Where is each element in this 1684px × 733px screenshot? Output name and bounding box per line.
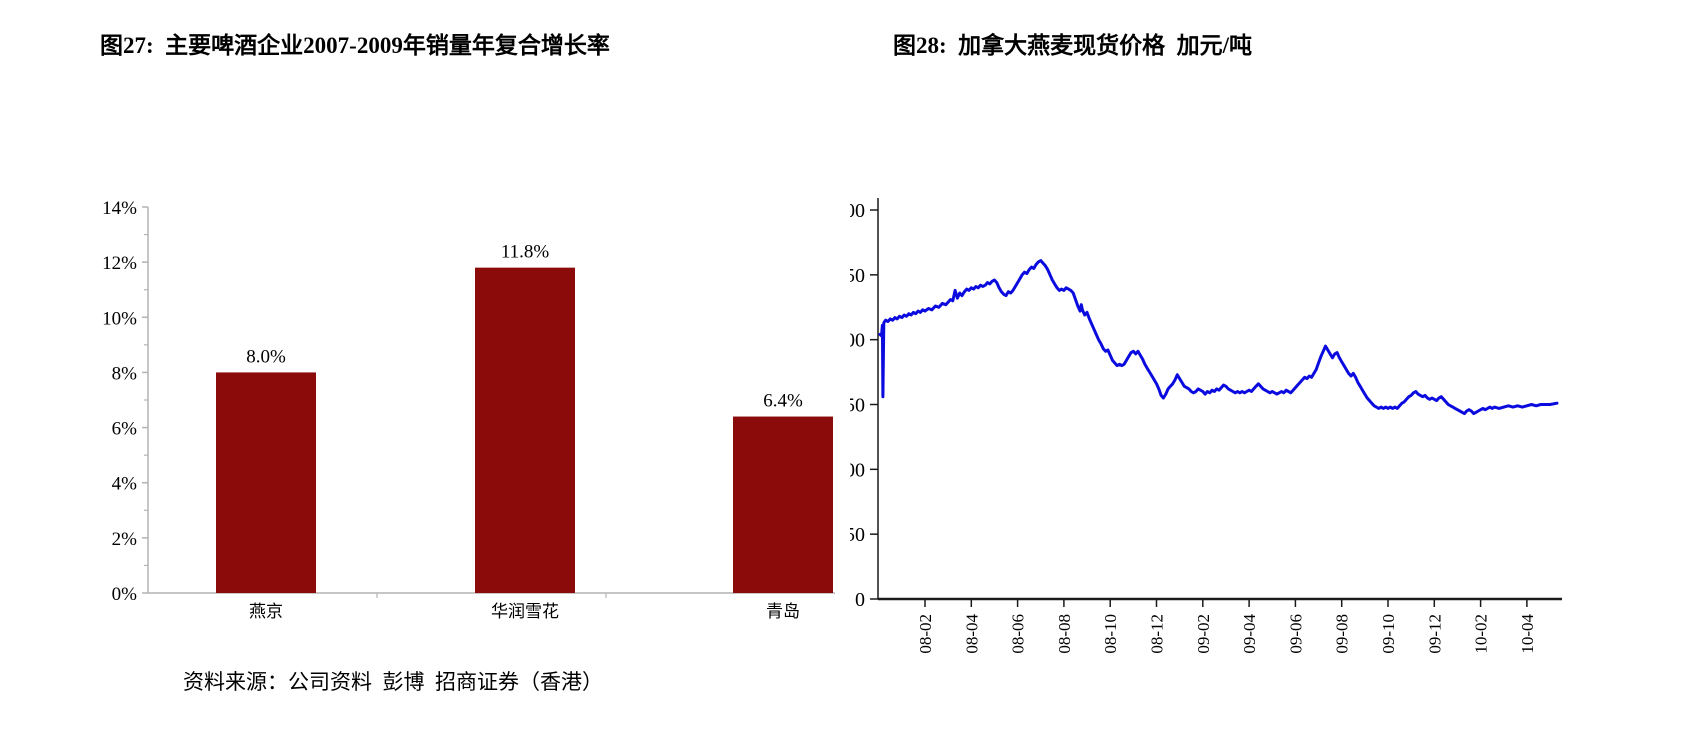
x-tick-label: 08-08 — [1055, 614, 1074, 654]
x-tick-label: 09-06 — [1286, 614, 1305, 654]
bar — [733, 416, 833, 593]
bar-value-label: 6.4% — [763, 391, 803, 412]
x-tick-label: 09-12 — [1425, 614, 1444, 654]
figure-27-title: 图27: 主要啤酒企业2007-2009年销量年复合增长率 — [100, 33, 610, 58]
x-tick-label: 08-02 — [916, 614, 935, 654]
figure-28-title: 图28: 加拿大燕麦现货价格 加元/吨 — [893, 33, 1253, 58]
bar-value-label: 8.0% — [246, 346, 286, 367]
bar-value-label: 11.8% — [501, 242, 550, 263]
y-tick-label: 100 — [850, 459, 865, 481]
y-tick-label: 10% — [102, 308, 137, 329]
x-tick-label: 09-02 — [1194, 614, 1213, 654]
category-label: 青岛 — [766, 602, 800, 621]
x-tick-label: 09-08 — [1333, 614, 1352, 654]
x-tick-label: 09-10 — [1379, 614, 1398, 654]
x-tick-label: 08-10 — [1101, 614, 1120, 654]
category-label: 华润雪花 — [491, 602, 559, 621]
y-tick-label: 200 — [850, 330, 865, 352]
y-tick-label: 14% — [102, 198, 137, 219]
beer-cagr-bar-chart: 0% 2% 4% 6% 8% 10% 12% 14% 8.0% 燕京 11.8% 华润雪花 6.4% 青岛 — [102, 198, 835, 621]
y-tick-label: 300 — [850, 200, 865, 222]
price-line — [878, 259, 1559, 416]
x-tick-label: 08-04 — [962, 614, 981, 654]
y-tick-label: 4% — [112, 474, 138, 495]
y-tick-label: 12% — [102, 253, 137, 274]
bar — [216, 372, 316, 593]
y-tick-label: 6% — [112, 419, 138, 440]
y-tick-label: 150 — [850, 395, 865, 417]
bar — [475, 267, 575, 593]
y-tick-label: 2% — [112, 529, 138, 550]
figure-27-source: 资料来源：公司资料 彭博 招商证券（香港） — [183, 670, 603, 694]
oat-price-line-chart: 0 50 100 150 200 250 300 08-02 08-04 08-06 08-08 08… — [850, 198, 1562, 654]
x-tick-label: 08-06 — [1009, 614, 1028, 654]
y-tick-label: 0 — [855, 589, 865, 611]
y-tick-label: 8% — [112, 363, 138, 384]
x-tick-label: 10-04 — [1518, 614, 1537, 654]
y-tick-label: 250 — [850, 265, 865, 287]
y-tick-label: 50 — [850, 524, 865, 546]
y-tick-label: 0% — [112, 584, 138, 605]
x-tick-label: 08-12 — [1148, 614, 1167, 654]
x-tick-label: 10-02 — [1472, 614, 1491, 654]
x-tick-label: 09-04 — [1240, 614, 1259, 654]
category-label: 燕京 — [249, 602, 283, 621]
